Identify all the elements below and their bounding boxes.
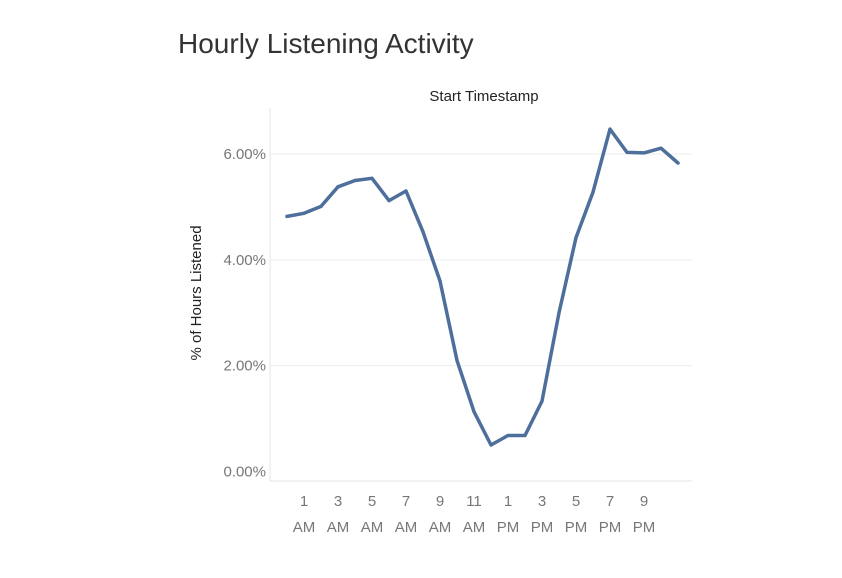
x-tick-label: PM (565, 519, 588, 536)
chart-title: Hourly Listening Activity (178, 28, 474, 59)
y-tick-label: 2.00% (223, 358, 266, 375)
x-tick-label: PM (531, 519, 554, 536)
y-tick-label: 6.00% (223, 146, 266, 163)
data-point (302, 211, 306, 215)
x-tick-label: 3 (538, 493, 546, 510)
x-tick-label: AM (429, 519, 452, 536)
x-tick-label: 1 (300, 493, 308, 510)
x-tick-label: 5 (368, 493, 376, 510)
data-point (557, 311, 561, 315)
data-point (472, 410, 476, 414)
data-point (438, 279, 442, 283)
x-tick-label: 7 (606, 493, 614, 510)
data-point (421, 230, 425, 234)
x-tick-label: AM (327, 519, 350, 536)
x-tick-label: 5 (572, 493, 580, 510)
x-axis-title: Start Timestamp (429, 88, 538, 105)
data-point (506, 433, 510, 438)
x-tick-label: AM (395, 519, 418, 536)
data-point (370, 176, 374, 180)
x-tick-label: PM (599, 519, 622, 536)
x-tick-label: PM (633, 519, 656, 536)
data-point (455, 358, 459, 362)
series-line (285, 127, 680, 447)
data-point (523, 433, 527, 438)
x-tick-label: PM (497, 519, 520, 536)
x-tick-label: 1 (504, 493, 512, 510)
x-tick-label: 3 (334, 493, 342, 510)
data-point (574, 236, 578, 240)
x-tick-label: 9 (640, 493, 648, 510)
x-tick-label: AM (293, 519, 316, 536)
y-axis-title: % of Hours Listened (188, 225, 205, 360)
data-point (625, 150, 629, 155)
y-tick-label: 4.00% (223, 252, 266, 269)
data-point (540, 399, 544, 403)
data-point (659, 146, 663, 150)
data-point (676, 161, 680, 165)
data-point (336, 185, 340, 189)
x-tick-label: 11 (466, 493, 482, 510)
data-point (608, 127, 612, 131)
data-point (285, 214, 289, 219)
data-point (387, 198, 391, 203)
x-tick-label: AM (361, 519, 384, 536)
data-point (404, 189, 408, 193)
x-tick-label: 9 (436, 493, 444, 510)
x-tick-label: 7 (402, 493, 410, 510)
y-tick-label: 0.00% (223, 464, 266, 481)
data-point (319, 204, 323, 208)
data-point (489, 443, 493, 447)
data-point (353, 178, 357, 183)
x-tick-label: AM (463, 519, 486, 536)
data-point (591, 190, 595, 194)
data-point (642, 151, 646, 155)
